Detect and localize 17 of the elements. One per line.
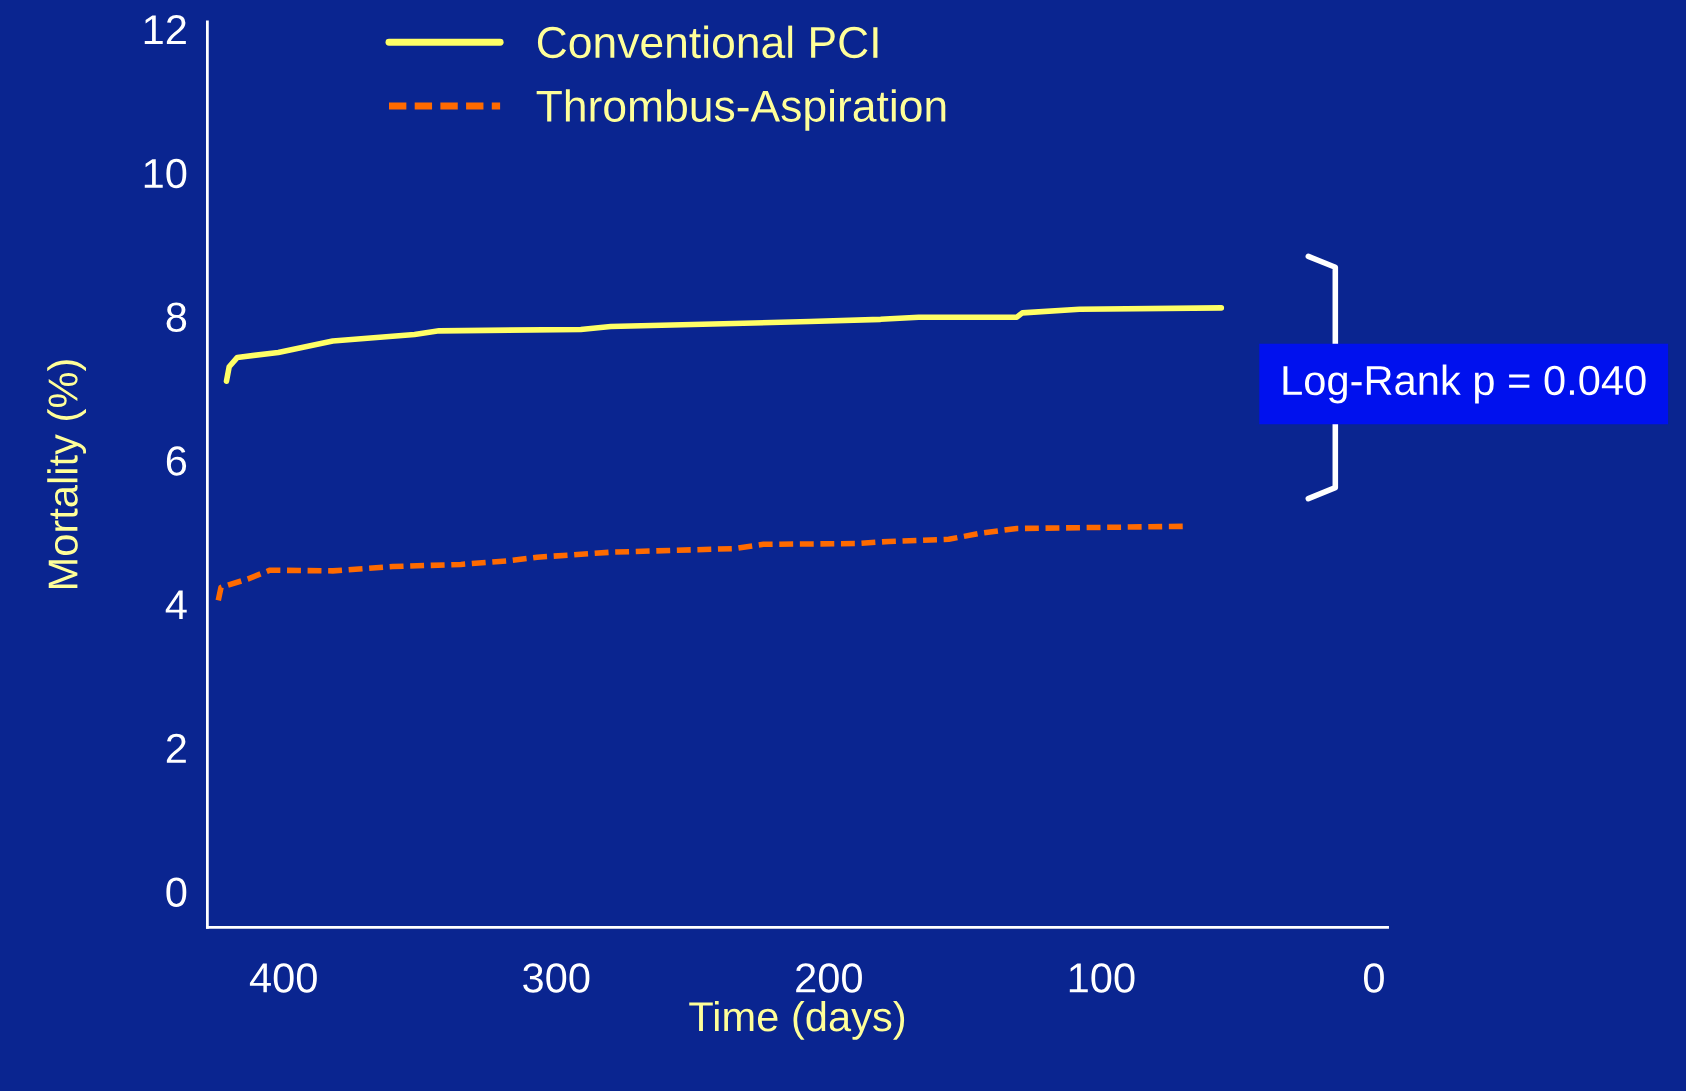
y-tick-label: 6 (166, 446, 187, 476)
x-tick-label: 400 (249, 963, 317, 993)
annotation: Log-Rank p = 0.040 (1283, 364, 1646, 404)
x-tick-label: 0 (1363, 963, 1384, 993)
y-tick-label: 4 (165, 590, 187, 620)
x-tick-label: 100 (1069, 963, 1135, 993)
x-axis-title: Time (days) (689, 1000, 905, 1040)
y-tick-label: 10 (144, 158, 187, 189)
legend-label: Conventional PCI (537, 25, 878, 59)
y-tick-label: 12 (144, 15, 186, 45)
y-tick-label: 0 (166, 877, 187, 907)
x-tick-label: 200 (796, 963, 862, 993)
legend-label: Thrombus-Aspiration (536, 89, 946, 131)
y-tick-label: 8 (166, 302, 187, 332)
x-tick-label: 300 (523, 963, 590, 993)
y-tick-label: 2 (166, 733, 186, 763)
y-axis-title: Mortality (%) (47, 360, 87, 589)
